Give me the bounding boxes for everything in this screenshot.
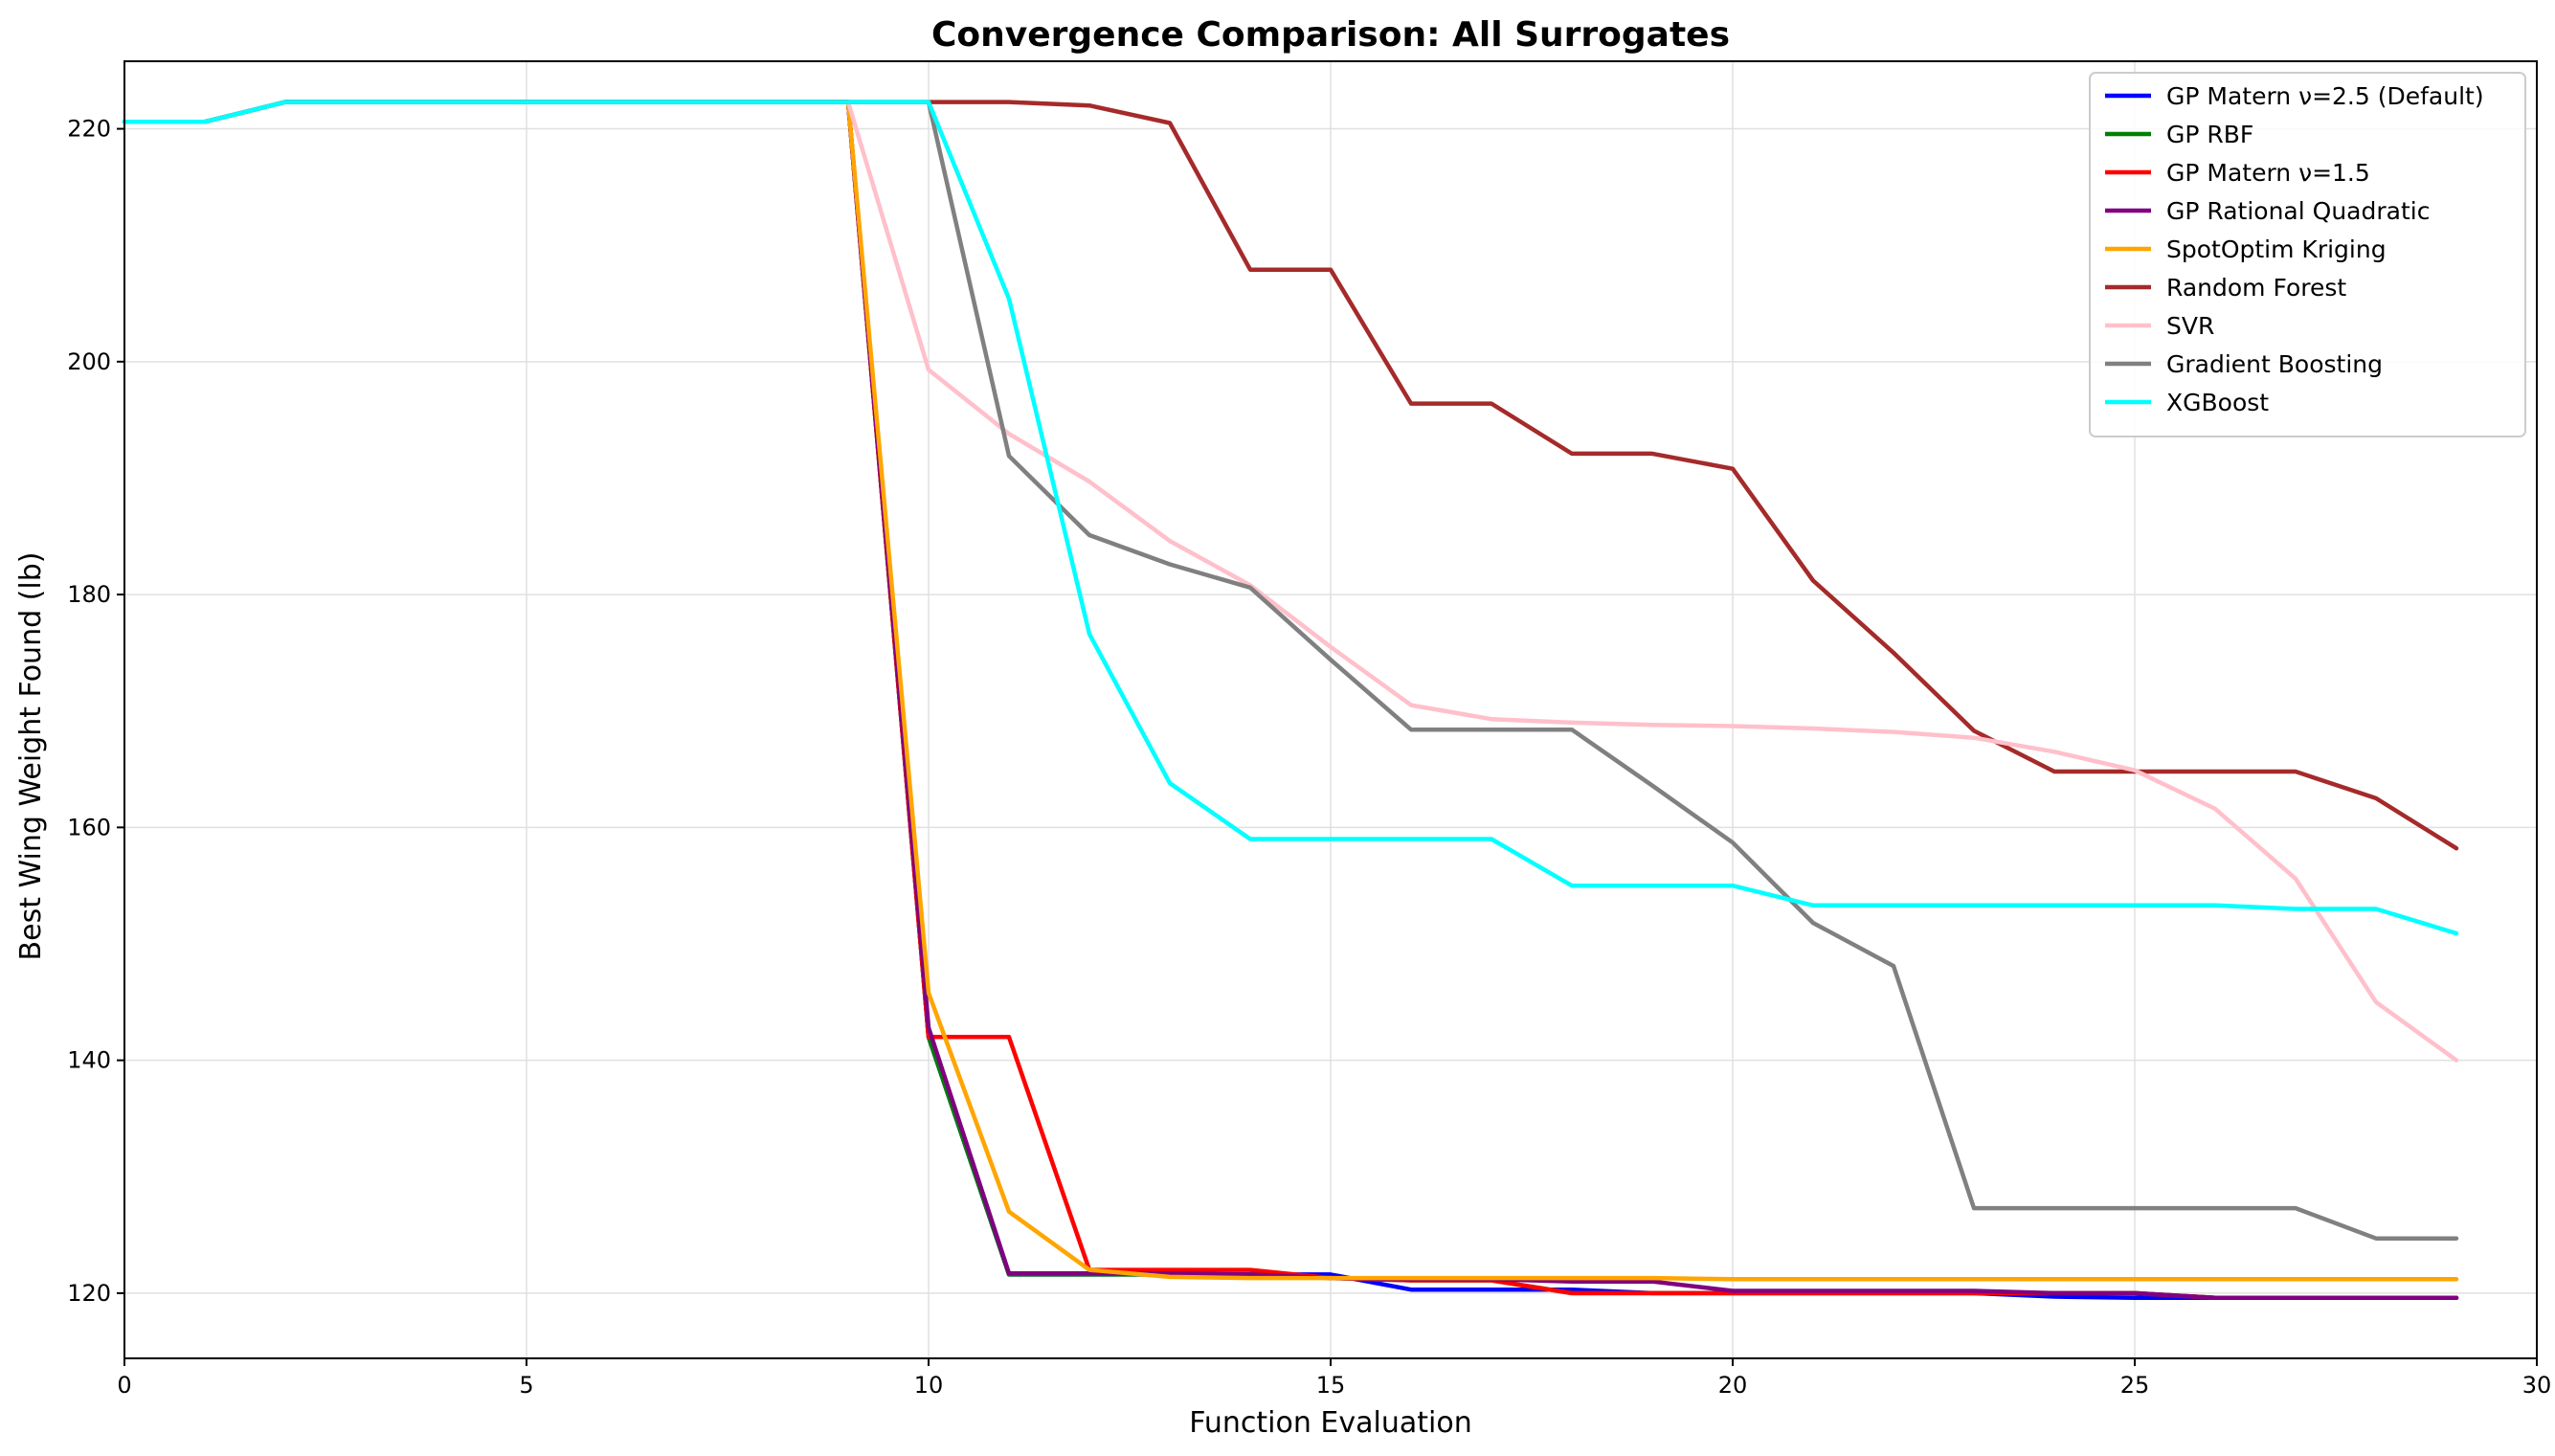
x-tick-label: 5	[519, 1372, 533, 1399]
x-tick-label: 10	[914, 1372, 944, 1399]
series-lines	[122, 100, 2459, 1301]
legend-label: GP Matern ν=2.5 (Default)	[2166, 82, 2484, 110]
legend-label: GP Matern ν=1.5	[2166, 159, 2370, 187]
x-tick-label: 30	[2522, 1372, 2552, 1399]
x-tick-label: 25	[2120, 1372, 2150, 1399]
legend-label: XGBoost	[2166, 389, 2269, 416]
legend: GP Matern ν=2.5 (Default) GP RBF GP Matern…	[2089, 72, 2526, 437]
x-axis-label: Function Evaluation	[1189, 1406, 1471, 1440]
legend-label: Gradient Boosting	[2166, 350, 2383, 378]
y-tick-label: 140	[67, 1047, 111, 1074]
series-line	[122, 100, 2459, 936]
chart-title: Convergence Comparison: All Surrogates	[931, 15, 1730, 55]
legend-label: SpotOptim Kriging	[2166, 235, 2387, 263]
y-tick-label: 120	[67, 1280, 111, 1307]
legend-label: GP RBF	[2166, 121, 2253, 148]
x-tick-label: 0	[117, 1372, 131, 1399]
grid	[123, 61, 2538, 1358]
axis-ticks: 0 5 10 15 20 25 30 120 140 160 180 200 220	[67, 116, 2551, 1399]
y-tick-label: 200	[67, 348, 111, 375]
y-axis-label: Best Wing Weight Found (lb)	[14, 552, 48, 961]
x-tick-label: 15	[1316, 1372, 1346, 1399]
legend-label: Random Forest	[2166, 274, 2346, 302]
y-tick-label: 180	[67, 581, 111, 608]
y-tick-label: 220	[67, 116, 111, 143]
legend-box	[2089, 72, 2526, 437]
y-tick-label: 160	[67, 814, 111, 840]
legend-label: GP Rational Quadratic	[2166, 197, 2430, 225]
legend-label: SVR	[2166, 312, 2214, 340]
x-tick-label: 20	[1718, 1372, 1748, 1399]
